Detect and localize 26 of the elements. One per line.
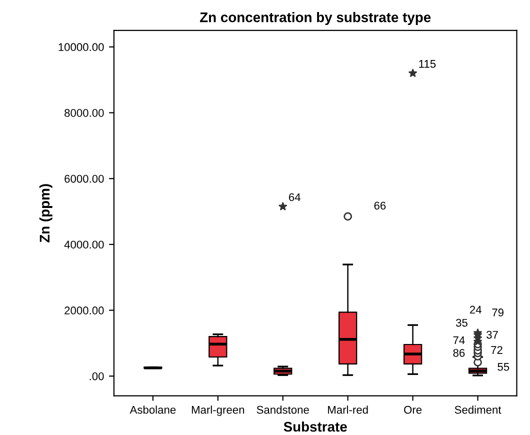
annotation: 24 xyxy=(470,306,482,314)
annotation: 86 xyxy=(453,348,465,357)
x-tick-label: Marl-green xyxy=(192,406,244,416)
y-tick-label: 2000.00 xyxy=(64,306,104,314)
x-tick-label: Asbolane xyxy=(130,406,176,414)
y-tick-label: 10000.00 xyxy=(58,43,104,52)
chart-title: Zn concentration by substrate type xyxy=(200,12,431,25)
annotation: 74 xyxy=(453,336,465,344)
annotation: 115 xyxy=(419,60,436,68)
annotation: 66 xyxy=(374,202,386,210)
y-tick-label: 8000.00 xyxy=(64,109,104,117)
annotation: 72 xyxy=(491,346,502,354)
x-axis-title: Substrate xyxy=(284,421,347,432)
x-tick-label: Sandstone xyxy=(256,406,309,414)
x-tick-label: Ore xyxy=(404,406,422,414)
annotation: 37 xyxy=(486,330,498,339)
y-tick-label: .00 xyxy=(90,372,104,380)
annotation: 79 xyxy=(492,308,504,316)
y-tick-label: 6000.00 xyxy=(64,174,104,183)
y-tick-label: 4000.00 xyxy=(64,240,104,249)
annotation: 55 xyxy=(498,363,510,371)
x-tick-label: Marl-red xyxy=(328,406,368,414)
annotation: 35 xyxy=(456,318,468,327)
y-axis-title: Zn (ppm) xyxy=(39,184,52,242)
x-tick-label: Sediment xyxy=(454,406,502,414)
annotation: 64 xyxy=(288,193,300,202)
